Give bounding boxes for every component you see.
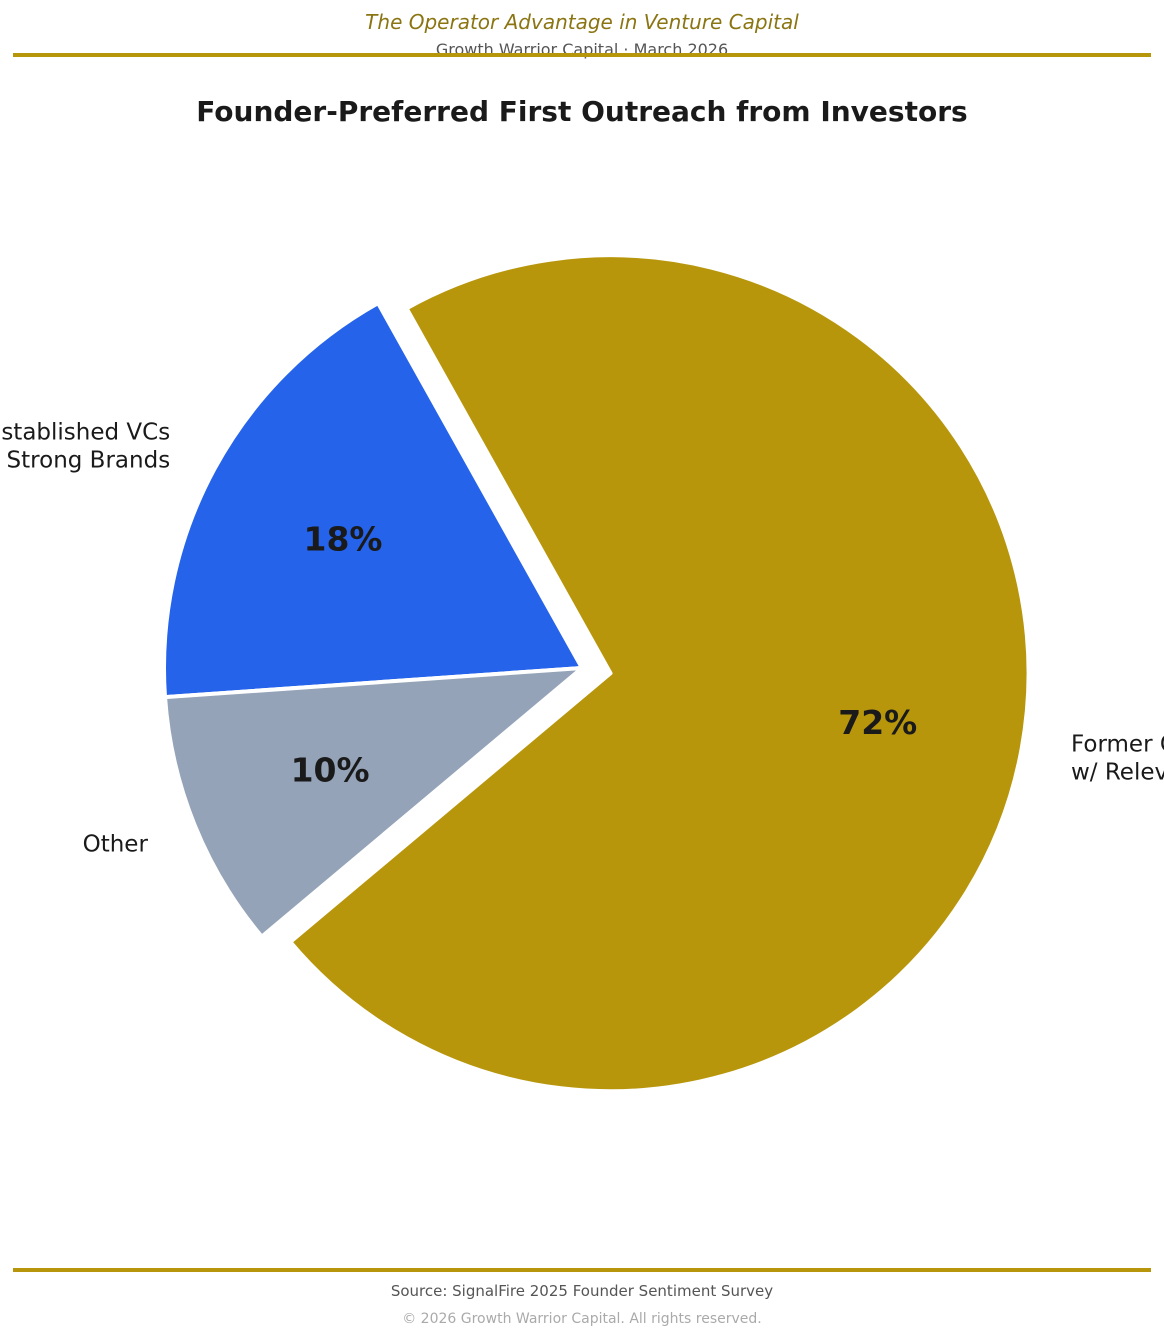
slice-category-label: Established VCsw/ Strong Brands: [0, 419, 170, 473]
chart-title: Founder-Preferred First Outreach from In…: [196, 95, 968, 128]
slice-category-label-line: Established VCs: [0, 419, 170, 445]
slice-value-label: 10%: [291, 750, 370, 789]
pie-slice: [288, 253, 1031, 1094]
pie-slice: [163, 666, 584, 939]
bottom-divider: [13, 1268, 1151, 1272]
slice-value-label: 72%: [838, 703, 917, 742]
slice-value-label: 18%: [303, 519, 382, 558]
slice-category-label-line: w/ Relevant Experience: [1071, 760, 1164, 786]
pie-slice: [162, 301, 584, 700]
slice-category-label: Former Operatorsw/ Relevant Experience: [1071, 732, 1164, 786]
copyright-note: © 2026 Growth Warrior Capital. All right…: [402, 1311, 762, 1327]
slice-category-label-line: w/ Strong Brands: [0, 447, 170, 473]
slice-category-label-line: Other: [83, 831, 149, 857]
report-title: The Operator Advantage in Venture Capita…: [365, 10, 799, 34]
top-divider: [13, 53, 1151, 57]
slice-category-label: Other: [83, 831, 149, 857]
source-note: Source: SignalFire 2025 Founder Sentimen…: [390, 1282, 774, 1300]
slice-category-label-line: Former Operators: [1071, 732, 1164, 758]
